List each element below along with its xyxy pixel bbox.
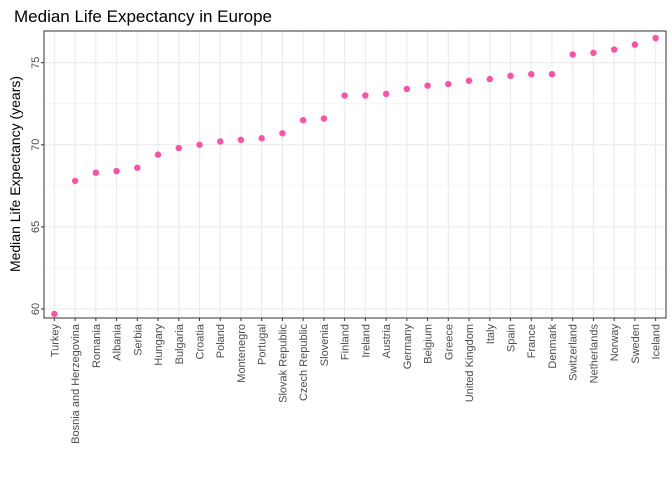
x-tick-label: Greece	[443, 324, 455, 360]
x-tick-label: Slovenia	[319, 323, 331, 366]
data-point	[548, 70, 556, 78]
x-tick-label: Slovak Republic	[277, 324, 289, 403]
x-tick-label: Spain	[506, 324, 518, 352]
x-tick-label: Finland	[340, 324, 352, 360]
data-point	[92, 169, 100, 176]
data-point	[341, 92, 348, 99]
chart-title: Median Life Expectancy in Europe	[14, 7, 272, 26]
x-tick-label: Czech Republic	[298, 324, 310, 402]
y-tick-label: 70	[30, 139, 42, 151]
data-point	[631, 41, 639, 48]
x-tick-label: Norway	[609, 324, 621, 362]
x-tick-label: United Kingdom	[464, 324, 476, 402]
x-tick-label: Serbia	[132, 323, 144, 356]
x-tick-label: Ireland	[360, 324, 372, 358]
data-point	[51, 310, 58, 318]
data-point	[113, 167, 120, 175]
x-tick-label: Germany	[402, 324, 414, 370]
data-point	[237, 136, 245, 144]
y-tick-label: 75	[30, 57, 42, 69]
data-point	[528, 70, 535, 78]
data-point	[71, 177, 79, 185]
data-point	[590, 49, 597, 57]
x-tick-label: Poland	[215, 324, 227, 358]
x-tick-label: Netherlands	[588, 324, 600, 384]
x-tick-label: France	[526, 324, 538, 358]
x-tick-label: Denmark	[547, 324, 559, 369]
plot-panel-background	[44, 31, 666, 318]
data-point	[320, 115, 328, 122]
data-point	[258, 135, 265, 142]
data-point	[299, 116, 307, 124]
data-point	[196, 141, 203, 148]
x-tick-label: Iceland	[651, 324, 663, 359]
y-axis-label: Median Life Expectancy (years)	[7, 76, 23, 272]
x-tick-label: Sweden	[630, 324, 642, 364]
data-point	[279, 130, 286, 137]
data-point	[382, 90, 390, 98]
x-tick-label: Austria	[381, 323, 393, 358]
data-point	[217, 138, 224, 145]
x-tick-label: Romania	[91, 323, 103, 368]
data-point	[507, 72, 514, 80]
data-point	[424, 82, 431, 89]
y-tick-label: 65	[30, 221, 42, 233]
data-point	[486, 75, 493, 83]
data-point	[134, 164, 141, 171]
x-tick-label: Albania	[112, 323, 124, 361]
data-point	[403, 85, 411, 93]
x-tick-label: Croatia	[195, 323, 207, 359]
plot-panel-border	[43, 30, 667, 319]
x-tick-label: Hungary	[153, 324, 165, 366]
y-tick-label: 60	[30, 303, 42, 315]
x-tick-label: Bulgaria	[174, 323, 186, 364]
x-tick-label: Switzerland	[568, 324, 580, 381]
x-tick-label: Portugal	[257, 324, 269, 365]
x-tick-label: Italy	[485, 324, 497, 345]
data-point	[465, 77, 473, 84]
data-point	[154, 151, 162, 158]
x-tick-label: Montenegro	[236, 324, 248, 383]
data-point	[175, 144, 182, 152]
data-point	[610, 46, 618, 53]
x-tick-label: Belgium	[423, 324, 435, 364]
data-point	[362, 92, 369, 99]
x-tick-label: Turkey	[49, 324, 61, 358]
x-tick-label: Bosnia and Herzegovina	[70, 323, 82, 444]
data-point	[569, 51, 576, 58]
data-point	[652, 34, 659, 42]
data-point	[445, 80, 452, 88]
